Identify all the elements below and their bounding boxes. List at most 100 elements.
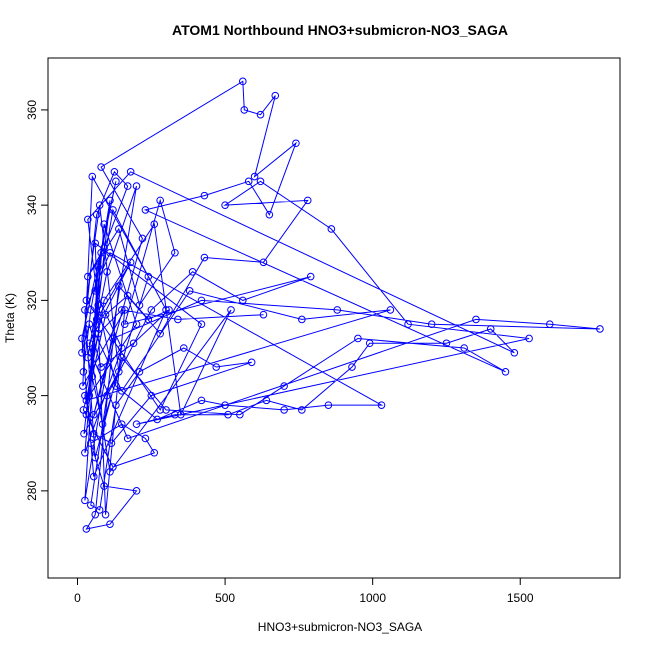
- data-point: [106, 520, 114, 528]
- data-point: [86, 348, 95, 357]
- data-point: [227, 306, 235, 314]
- data-point: [171, 410, 179, 419]
- data-point: [81, 391, 89, 400]
- data-point: [78, 334, 86, 343]
- data-point: [86, 306, 95, 314]
- data-point: [107, 439, 116, 448]
- data-point: [115, 368, 123, 376]
- data-point: [91, 329, 100, 338]
- data-point: [101, 510, 110, 519]
- data-point: [224, 410, 232, 419]
- data-point: [109, 463, 117, 471]
- data-point: [150, 448, 159, 457]
- data-point: [156, 329, 164, 338]
- plot-frame: [47, 57, 621, 579]
- data-point: [135, 368, 144, 376]
- data-point: [212, 363, 221, 371]
- data-point: [89, 429, 98, 438]
- data-point: [109, 206, 117, 214]
- data-point: [240, 106, 249, 114]
- data-point: [354, 334, 362, 343]
- data-line: [81, 80, 600, 530]
- data-point: [81, 448, 89, 457]
- y-tick-label: 280: [25, 481, 39, 501]
- data-point: [97, 163, 105, 171]
- data-point: [94, 329, 102, 338]
- data-point: [280, 382, 288, 390]
- chart-title: ATOM1 Northbound HNO3+submicron-NO3_SAGA: [172, 22, 508, 38]
- data-point: [596, 325, 604, 333]
- data-point: [525, 334, 533, 343]
- data-point: [327, 225, 336, 233]
- data-point: [92, 210, 101, 219]
- data-point: [89, 472, 98, 481]
- data-point: [123, 182, 132, 190]
- data-point: [262, 396, 271, 405]
- data-point: [91, 453, 100, 462]
- data-point: [123, 434, 132, 443]
- data-point: [236, 410, 244, 419]
- data-point: [442, 339, 451, 348]
- data-point: [100, 296, 108, 305]
- data-point: [244, 177, 253, 186]
- data-point: [120, 306, 129, 314]
- data-point: [174, 315, 182, 324]
- data-point: [84, 215, 92, 224]
- data-point: [486, 325, 495, 333]
- data-point: [333, 306, 342, 314]
- data-point: [156, 196, 164, 205]
- data-point: [144, 272, 153, 281]
- data-point: [141, 206, 150, 214]
- data-point: [280, 406, 288, 414]
- data-point: [200, 253, 209, 262]
- data-point: [112, 382, 120, 390]
- data-point: [404, 320, 412, 328]
- data-point: [250, 172, 259, 181]
- y-tick-label: 360: [25, 100, 39, 120]
- data-point: [132, 487, 141, 495]
- data-point: [115, 282, 123, 290]
- data-point: [247, 358, 256, 367]
- data-point: [197, 296, 206, 305]
- data-point: [100, 482, 108, 490]
- x-axis-label: HNO3+submicron-NO3_SAGA: [258, 620, 422, 634]
- data-point: [188, 268, 197, 276]
- data-point: [100, 220, 108, 228]
- data-point: [117, 353, 126, 362]
- data-point: [144, 315, 153, 324]
- data-point: [238, 296, 247, 305]
- data-point: [259, 310, 268, 319]
- data-point: [81, 306, 89, 314]
- data-point: [88, 172, 97, 181]
- data-point: [138, 234, 147, 243]
- x-tick-label: 1000: [359, 591, 386, 605]
- data-point: [306, 272, 315, 281]
- data-point: [115, 225, 123, 233]
- data-point: [153, 415, 162, 424]
- data-point: [150, 220, 159, 228]
- data-point: [126, 168, 135, 176]
- data-point: [298, 315, 306, 324]
- data-point: [79, 368, 88, 376]
- data-point: [92, 315, 101, 324]
- data-point: [303, 196, 312, 205]
- data-point: [85, 320, 94, 328]
- x-tick-label: 1500: [507, 591, 534, 605]
- data-point: [238, 77, 247, 86]
- data-point: [79, 406, 88, 414]
- data-point: [472, 315, 480, 324]
- data-point: [135, 301, 144, 309]
- data-point: [271, 91, 280, 100]
- data-point: [82, 396, 91, 405]
- data-point: [88, 372, 97, 381]
- data-point: [179, 344, 188, 352]
- data-point: [292, 139, 300, 148]
- data-point: [162, 406, 170, 414]
- data-point: [126, 258, 135, 267]
- data-point: [510, 348, 519, 357]
- data-point: [89, 410, 98, 419]
- data-point: [110, 168, 119, 176]
- data-point: [141, 434, 150, 443]
- data-point: [365, 339, 374, 348]
- data-point: [86, 439, 95, 448]
